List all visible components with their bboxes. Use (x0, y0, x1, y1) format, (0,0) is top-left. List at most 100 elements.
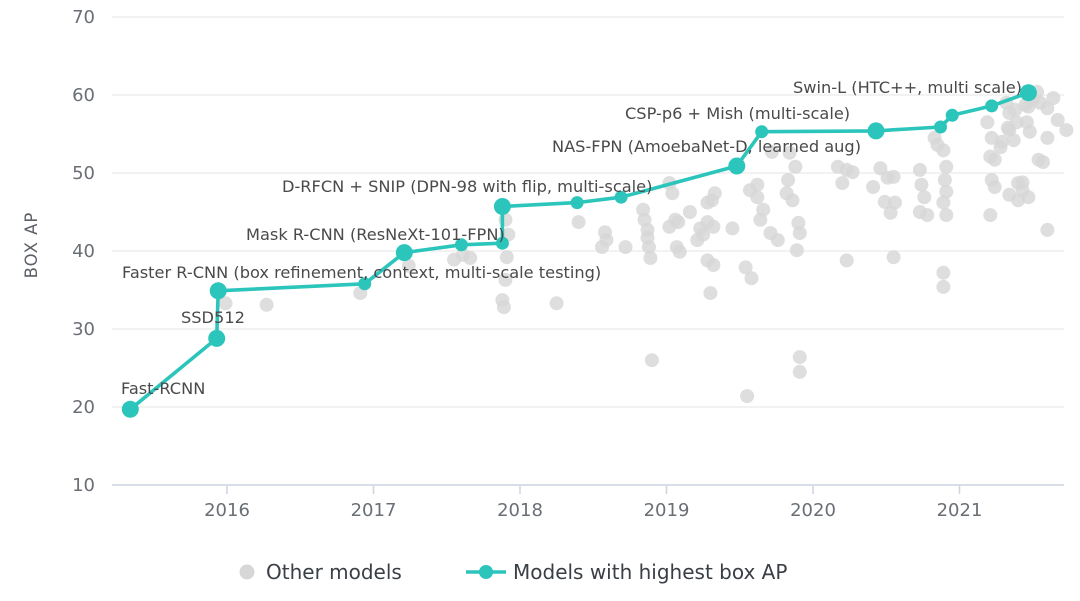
other-model-point[interactable] (665, 186, 680, 201)
other-model-point[interactable] (939, 159, 954, 174)
other-model-point[interactable] (696, 227, 711, 242)
sota-point[interactable] (755, 125, 769, 139)
other-model-point[interactable] (703, 286, 718, 301)
other-model-point[interactable] (499, 250, 514, 265)
other-model-point[interactable] (987, 180, 1002, 194)
other-model-point[interactable] (770, 233, 785, 248)
other-model-point[interactable] (873, 161, 888, 176)
other-model-point[interactable] (707, 186, 722, 201)
other-model-point[interactable] (792, 226, 807, 241)
other-model-point[interactable] (1006, 133, 1021, 148)
other-model-point[interactable] (549, 296, 564, 311)
other-model-point[interactable] (939, 208, 954, 223)
other-model-point[interactable] (835, 176, 850, 191)
sota-point[interactable] (867, 122, 885, 140)
other-model-point[interactable] (641, 240, 656, 255)
sota-point[interactable] (934, 120, 947, 134)
other-model-point[interactable] (939, 184, 954, 199)
y-axis-tick-labels: 70 60 50 40 30 20 10 (72, 7, 95, 496)
sota-point[interactable] (1019, 84, 1037, 102)
other-model-point[interactable] (1040, 130, 1055, 145)
other-model-point[interactable] (706, 258, 721, 272)
other-model-point[interactable] (920, 208, 935, 223)
sota-point[interactable] (985, 99, 999, 113)
other-model-point[interactable] (1021, 190, 1036, 205)
other-model-point[interactable] (782, 145, 797, 160)
other-model-point[interactable] (1009, 115, 1024, 130)
sota-point[interactable] (454, 238, 468, 252)
sota-point[interactable] (614, 190, 628, 204)
other-model-point[interactable] (496, 300, 511, 315)
other-model-point[interactable] (1046, 91, 1061, 106)
other-model-point[interactable] (936, 279, 951, 294)
other-model-point[interactable] (995, 134, 1009, 149)
legend-item-other-models[interactable]: Other models (239, 560, 402, 584)
other-model-point[interactable] (1059, 123, 1074, 138)
other-model-point[interactable] (888, 195, 902, 210)
sota-point[interactable] (209, 282, 227, 300)
other-model-point[interactable] (936, 195, 951, 210)
other-model-point[interactable] (1040, 101, 1055, 116)
other-model-point[interactable] (643, 251, 658, 265)
other-model-point[interactable] (750, 177, 765, 192)
other-model-point[interactable] (1050, 113, 1065, 127)
sota-point[interactable] (495, 236, 509, 250)
other-model-point[interactable] (682, 205, 697, 219)
other-model-point[interactable] (877, 194, 892, 209)
other-model-point[interactable] (789, 243, 804, 258)
sota-point[interactable] (493, 198, 511, 215)
other-model-point[interactable] (1036, 155, 1050, 170)
other-model-point[interactable] (980, 115, 995, 130)
other-model-point[interactable] (886, 169, 901, 184)
other-model-point[interactable] (886, 250, 901, 265)
other-model-point[interactable] (599, 233, 614, 248)
other-model-point[interactable] (983, 208, 998, 223)
other-model-point[interactable] (740, 389, 755, 404)
sota-point[interactable] (121, 400, 139, 418)
other-model-point[interactable] (791, 215, 806, 230)
other-model-point[interactable] (937, 173, 952, 187)
other-model-point[interactable] (845, 165, 860, 180)
other-model-point[interactable] (1022, 124, 1037, 139)
other-model-point[interactable] (706, 219, 721, 234)
x-axis-tick-labels: 2016 2017 2018 2019 2020 2021 (204, 500, 982, 521)
other-model-point[interactable] (917, 190, 932, 205)
other-model-point[interactable] (644, 353, 659, 368)
other-model-point[interactable] (672, 244, 687, 259)
other-model-point[interactable] (671, 215, 686, 230)
other-model-point[interactable] (738, 260, 753, 275)
other-model-point[interactable] (571, 215, 586, 230)
sota-point[interactable] (945, 108, 959, 122)
other-model-point[interactable] (1040, 222, 1055, 237)
other-model-point[interactable] (498, 272, 513, 287)
other-model-point[interactable] (259, 297, 274, 312)
other-model-point[interactable] (744, 271, 759, 286)
other-model-point[interactable] (618, 240, 633, 255)
sota-point[interactable] (395, 244, 413, 262)
other-model-point[interactable] (839, 253, 854, 268)
other-model-point[interactable] (936, 143, 951, 158)
other-model-point[interactable] (936, 265, 951, 280)
other-model-point[interactable] (792, 350, 807, 365)
other-model-point[interactable] (987, 152, 1002, 167)
other-model-point[interactable] (750, 190, 765, 205)
other-model-point[interactable] (785, 193, 800, 208)
x-tick-label-2019: 2019 (644, 500, 690, 521)
other-model-point[interactable] (463, 251, 478, 265)
other-model-point[interactable] (765, 144, 779, 159)
sota-point[interactable] (208, 329, 226, 347)
other-model-point[interactable] (401, 258, 416, 273)
other-model-point[interactable] (914, 177, 929, 192)
sota-point[interactable] (570, 196, 584, 210)
other-model-point[interactable] (725, 221, 740, 236)
other-model-point[interactable] (781, 173, 796, 187)
sota-point[interactable] (358, 277, 372, 291)
other-model-point[interactable] (218, 296, 233, 311)
other-model-point[interactable] (866, 180, 881, 194)
other-model-point[interactable] (788, 159, 803, 174)
sota-point[interactable] (728, 157, 746, 175)
legend-item-highest-box-ap[interactable]: Models with highest box AP (466, 560, 787, 584)
other-model-point[interactable] (792, 364, 807, 379)
other-model-point[interactable] (756, 202, 771, 217)
other-model-point[interactable] (912, 162, 927, 177)
